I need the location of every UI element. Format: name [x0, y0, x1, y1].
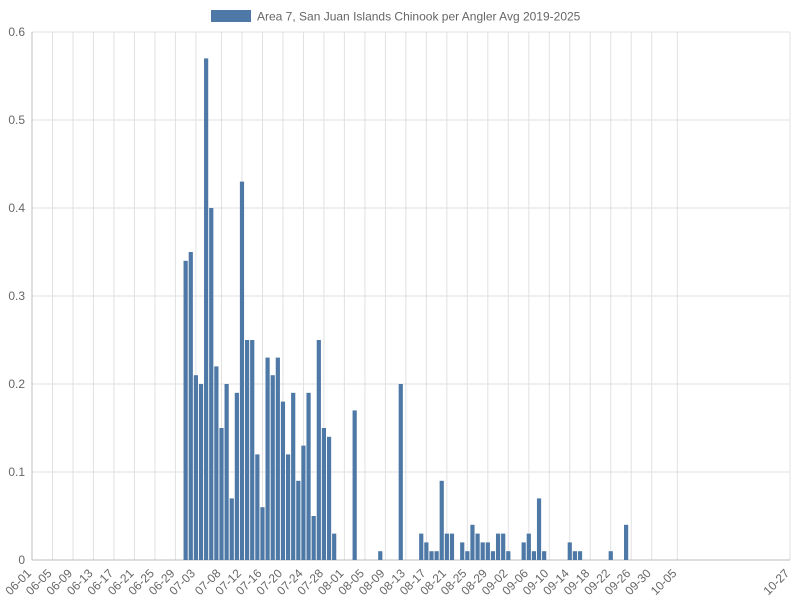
bar[interactable] [296, 480, 301, 560]
bar[interactable] [378, 551, 383, 560]
x-axis-tick-labels: 06-0106-0506-0906-1306-1706-2106-2506-29… [3, 566, 793, 598]
bar[interactable] [316, 340, 321, 560]
legend-label: Area 7, San Juan Islands Chinook per Ang… [257, 10, 581, 24]
bar[interactable] [219, 428, 224, 560]
bar[interactable] [475, 533, 480, 560]
bar[interactable] [352, 410, 357, 560]
bar[interactable] [536, 498, 542, 560]
bar[interactable] [521, 542, 526, 560]
bar[interactable] [291, 392, 296, 560]
axes [31, 32, 790, 561]
bar[interactable] [424, 542, 429, 560]
bar[interactable] [260, 507, 265, 560]
bar[interactable] [608, 551, 613, 560]
bar[interactable] [229, 498, 234, 560]
bar[interactable] [306, 392, 311, 560]
legend-swatch [211, 10, 251, 22]
grid [31, 31, 791, 561]
bar[interactable] [470, 524, 475, 560]
bar[interactable] [285, 454, 291, 560]
bar[interactable] [265, 357, 270, 560]
bar[interactable] [526, 533, 531, 560]
bar[interactable] [624, 524, 629, 560]
bar[interactable] [531, 551, 537, 560]
y-tick-label: 0.3 [8, 289, 25, 303]
bar[interactable] [506, 551, 511, 560]
bars [183, 58, 629, 561]
bar[interactable] [311, 516, 316, 560]
bar[interactable] [224, 384, 229, 560]
bar[interactable] [270, 375, 275, 560]
y-tick-label: 0.2 [8, 377, 25, 391]
y-tick-label: 0.5 [8, 113, 25, 127]
bar[interactable] [234, 392, 239, 560]
y-tick-label: 0.4 [8, 201, 25, 215]
x-tick-label: 10-05 [648, 566, 680, 598]
bar[interactable] [183, 260, 188, 560]
bar[interactable] [542, 551, 547, 560]
bar[interactable] [577, 551, 583, 560]
bar[interactable] [326, 436, 332, 560]
bar[interactable] [250, 340, 255, 560]
bar[interactable] [465, 551, 470, 560]
bar[interactable] [485, 542, 490, 560]
y-axis-tick-labels: 0 0.1 0.2 0.3 0.4 0.5 0.6 [8, 25, 25, 567]
bar[interactable] [193, 375, 198, 560]
bar[interactable] [301, 445, 306, 560]
bar[interactable] [434, 551, 439, 560]
bar[interactable] [245, 340, 250, 560]
bar[interactable] [239, 181, 245, 560]
y-tick-label: 0 [18, 553, 25, 567]
bar[interactable] [444, 533, 449, 560]
bar[interactable] [449, 533, 455, 560]
y-tick-label: 0.6 [8, 25, 25, 39]
bar[interactable] [419, 533, 424, 560]
bar[interactable] [214, 366, 219, 560]
legend[interactable]: Area 7, San Juan Islands Chinook per Ang… [211, 10, 581, 24]
bar[interactable] [567, 542, 572, 560]
bar[interactable] [429, 551, 434, 560]
bar[interactable] [332, 533, 337, 560]
bar[interactable] [204, 58, 209, 561]
bar[interactable] [480, 542, 485, 560]
y-tick-label: 0.1 [8, 465, 25, 479]
bar[interactable] [198, 384, 204, 560]
bar[interactable] [460, 542, 465, 560]
bar[interactable] [209, 208, 214, 560]
bar[interactable] [501, 533, 506, 560]
bar[interactable] [398, 384, 403, 560]
bar[interactable] [495, 533, 501, 560]
bar[interactable] [439, 480, 444, 560]
bar[interactable] [275, 357, 280, 560]
x-tick-label: 10-27 [761, 566, 793, 598]
bar[interactable] [255, 454, 260, 560]
bar[interactable] [490, 551, 496, 560]
bar[interactable] [321, 428, 327, 560]
bar[interactable] [280, 401, 286, 560]
bar[interactable] [572, 551, 577, 560]
bar[interactable] [188, 252, 193, 560]
